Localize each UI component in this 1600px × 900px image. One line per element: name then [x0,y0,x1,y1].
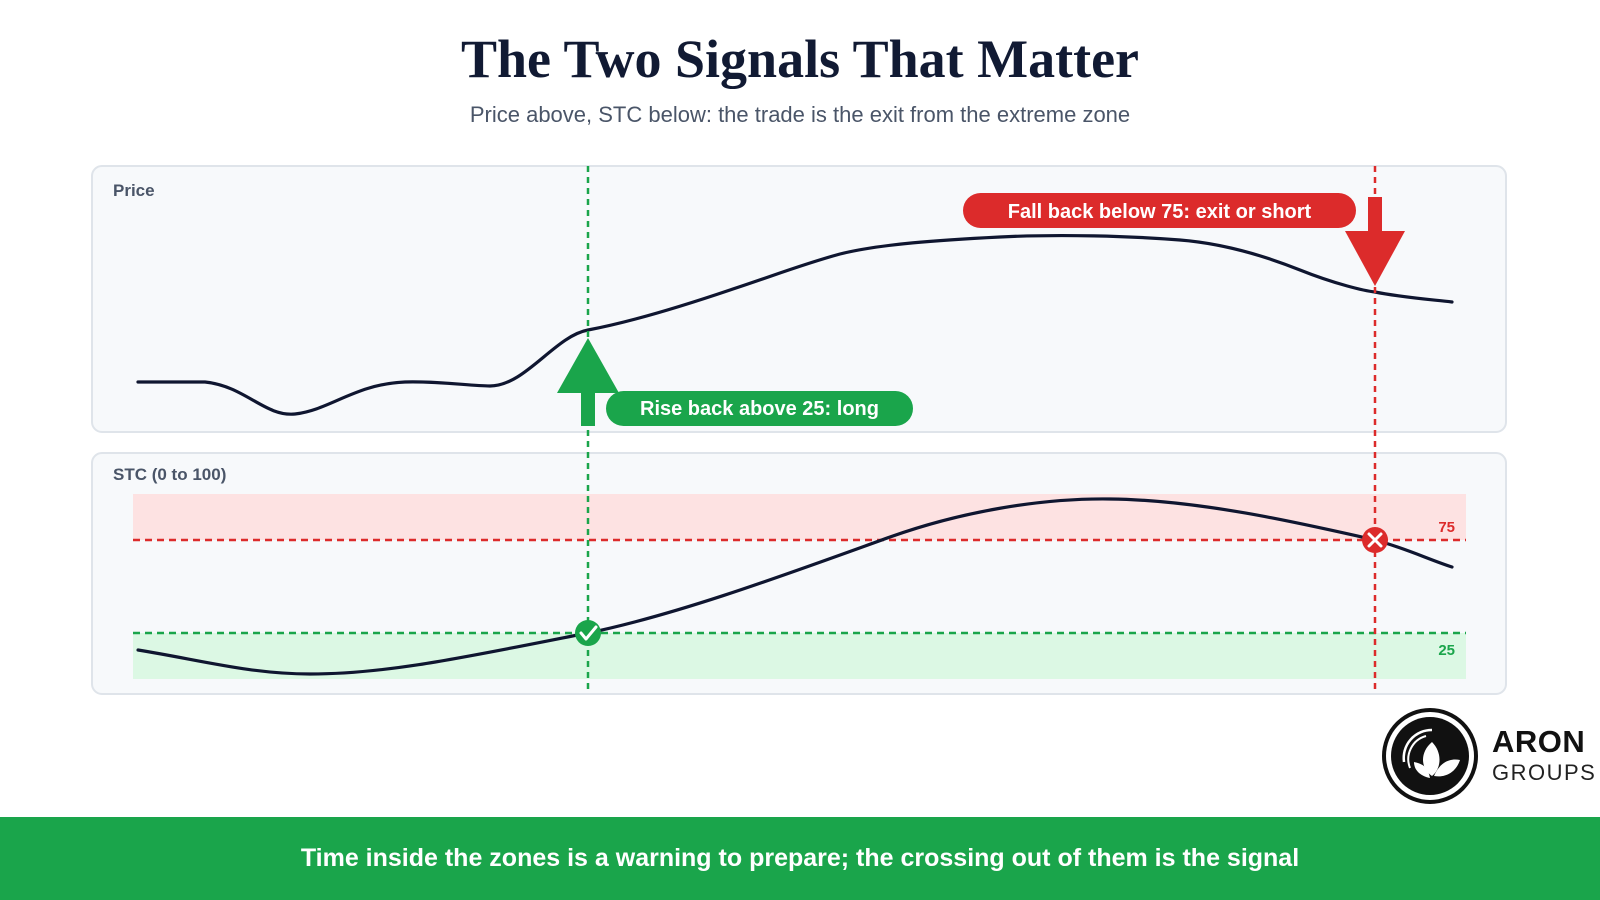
overbought-zone [133,494,1466,540]
logo-subname: GROUPS [1492,760,1597,785]
page-title: The Two Signals That Matter [460,29,1140,89]
footer-text: Time inside the zones is a warning to pr… [300,844,1300,872]
level-75-label: 75 [1438,519,1455,536]
check-icon [575,620,601,646]
close-icon [1362,527,1388,553]
price-line [136,233,1454,416]
long-signal-pill [606,391,913,426]
level-25-label: 25 [1438,642,1455,659]
price-panel-label: Price [113,181,155,200]
aron-groups-logo: ARON GROUPS [1380,706,1595,806]
stc-panel-label: STC (0 to 100) [113,465,226,484]
price-panel [91,165,1507,433]
footer-banner: Time inside the zones is a warning to pr… [0,817,1600,900]
short-signal-pill [963,193,1356,228]
short-arrow [1345,197,1405,286]
logo-name: ARON [1492,724,1586,759]
long-arrow [557,338,619,426]
stc-line [136,497,1454,676]
short-signal-label: Fall back below 75: exit or short [1008,201,1312,223]
long-signal-label: Rise back above 25: long [640,398,879,420]
page-subtitle: Price above, STC below: the trade is the… [469,102,1131,127]
leaf-logo-icon [1382,708,1478,804]
